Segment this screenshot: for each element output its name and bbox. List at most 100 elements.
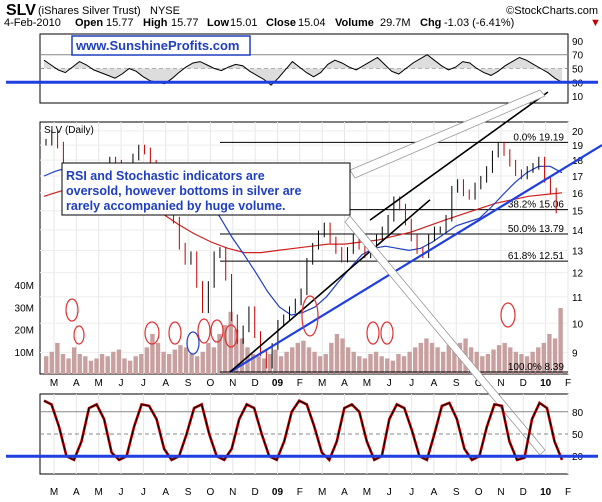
volume-bar xyxy=(496,345,502,374)
volume-bar xyxy=(194,356,200,374)
x-tick-label-top: J xyxy=(119,378,124,389)
price-tick-label: 11 xyxy=(572,293,583,304)
x-tick-label-top: M xyxy=(50,378,58,389)
volume-ellipse-red xyxy=(210,319,224,343)
x-tick-label-bottom: N xyxy=(229,487,236,498)
x-tick-label-bottom: 09 xyxy=(272,487,284,498)
volume-bar xyxy=(312,351,317,374)
volume-bar xyxy=(44,356,49,374)
volume-bar xyxy=(88,360,94,374)
volume-bar xyxy=(552,338,558,374)
rsi-line xyxy=(43,54,563,86)
volume-bar xyxy=(524,356,530,374)
volume-bar xyxy=(273,349,278,374)
x-tick-label-bottom: F xyxy=(565,487,571,498)
price-tick-label: 19 xyxy=(572,141,584,152)
chg-down-icon: ▼ xyxy=(590,17,601,29)
x-tick-label-top: 10 xyxy=(540,378,552,389)
watermark-box xyxy=(71,35,251,56)
x-tick-label-top: 09 xyxy=(272,378,284,389)
volume-bar xyxy=(558,308,563,374)
volume-ellipse-red xyxy=(197,318,211,344)
volume-bar xyxy=(105,356,110,374)
volume-bar xyxy=(111,351,116,374)
volume-bar xyxy=(250,354,256,374)
volume-bar xyxy=(172,349,177,374)
volume-bar xyxy=(178,345,183,374)
volume-ellipse-red xyxy=(65,298,79,322)
x-tick-label-top: F xyxy=(565,378,571,389)
volume-bar xyxy=(340,338,345,374)
x-tick-label-bottom: 10 xyxy=(540,487,552,498)
x-tick-label-top: S xyxy=(453,378,460,389)
watermark-text: www.SunshineProfits.com xyxy=(75,38,239,53)
volume-tick-label: 40M xyxy=(15,281,34,292)
volume-bar xyxy=(357,356,362,374)
annotation-text: rarely accompanied by huge volume. xyxy=(66,199,286,213)
price-tick-label: 20 xyxy=(572,127,584,138)
close-label: Close xyxy=(266,17,296,29)
volume-bar xyxy=(217,334,222,374)
volume-bar xyxy=(206,342,211,374)
volume-bar xyxy=(541,342,547,374)
upper-trendline xyxy=(369,91,549,221)
volume-ellipse-red xyxy=(224,324,238,348)
volume-bar xyxy=(513,351,519,374)
volume-bar xyxy=(94,358,99,374)
x-tick-label-bottom: J xyxy=(141,487,146,498)
x-tick-label-bottom: A xyxy=(162,487,169,498)
price-tick-label: 12 xyxy=(572,269,584,280)
volume-bar xyxy=(491,349,496,374)
annotation-box xyxy=(61,162,351,216)
volume-bar xyxy=(211,347,217,374)
x-tick-label-top: J xyxy=(141,378,146,389)
x-tick-label-bottom: M xyxy=(318,487,326,498)
volume-bar xyxy=(267,354,273,374)
volume-bar xyxy=(480,356,485,374)
fib-level-label: 0.0% 19.19 xyxy=(513,132,564,143)
x-tick-label-top: M xyxy=(363,378,371,389)
high-label: High xyxy=(143,17,168,29)
stoch-k-line xyxy=(43,400,563,461)
symbol-label: SLV xyxy=(6,2,36,19)
price-panel-label: SLV (Daily) xyxy=(44,125,94,136)
volume-bar xyxy=(468,347,474,374)
x-tick-label-top: O xyxy=(475,378,483,389)
volume-bar xyxy=(424,338,429,374)
volume-bar xyxy=(334,334,340,374)
volume-bar xyxy=(83,356,88,374)
exchange-label: NYSE xyxy=(150,5,180,17)
volume-ellipse-red xyxy=(380,321,394,345)
volume-bar xyxy=(99,354,105,374)
volume-bar xyxy=(401,356,407,374)
fib-level-label: 100.0% 8.39 xyxy=(508,362,565,373)
low-value: 15.01 xyxy=(230,17,258,29)
volume-bar xyxy=(49,351,54,374)
x-tick-label-bottom: F xyxy=(297,487,303,498)
x-tick-label-bottom: D xyxy=(252,487,259,498)
low-label: Low xyxy=(207,17,229,29)
price-tick-label: 16 xyxy=(572,189,584,200)
volume-bar xyxy=(222,325,228,374)
x-tick-label-bottom: M xyxy=(95,487,103,498)
price-tick-label: 17 xyxy=(572,172,584,183)
volume-bar xyxy=(290,347,295,374)
volume-bar xyxy=(262,358,267,374)
x-tick-label-top: J xyxy=(387,378,392,389)
volume-bar xyxy=(547,334,552,374)
x-tick-label-top: M xyxy=(95,378,103,389)
volume-bar xyxy=(474,351,479,374)
price-tick-label: 10 xyxy=(572,319,584,330)
x-tick-label-top: A xyxy=(431,378,438,389)
x-tick-label-bottom: N xyxy=(497,487,504,498)
volume-bar xyxy=(329,342,334,374)
x-tick-label-bottom: S xyxy=(453,487,460,498)
volume-bar xyxy=(373,351,379,374)
volume-bar xyxy=(396,354,401,374)
x-tick-label-top: F xyxy=(297,378,303,389)
x-tick-label-top: A xyxy=(162,378,169,389)
volume-bar xyxy=(77,354,82,374)
volume-ellipse-red xyxy=(144,321,160,345)
copyright-label: ©StockCharts.com xyxy=(506,5,598,17)
volume-bar xyxy=(144,347,150,374)
